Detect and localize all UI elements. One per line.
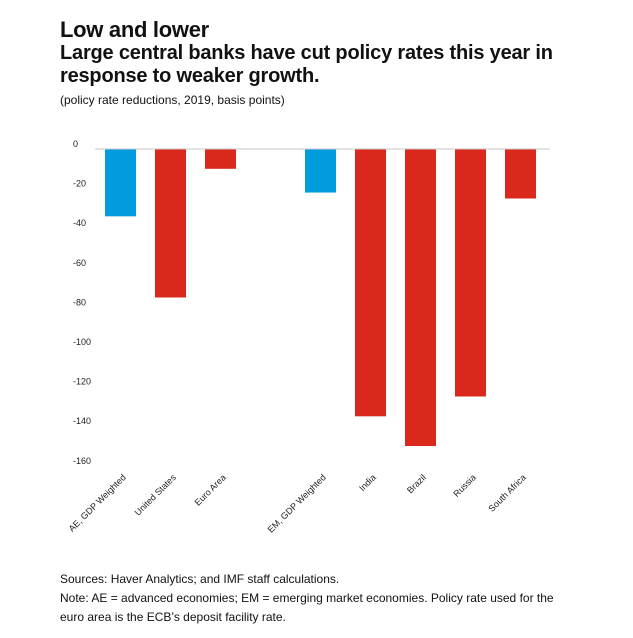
x-tick-label: United States [133,472,179,518]
bar [155,149,186,298]
x-tick-label: India [357,472,378,493]
chart-subtitle: Large central banks have cut policy rate… [60,42,553,87]
chart-footer: Sources: Haver Analytics; and IMF staff … [60,570,570,627]
x-axis: AE, GDP Weighted United States Euro Area EM… [67,472,528,535]
y-tick-label: -60 [73,258,86,268]
y-tick-label: -140 [73,416,91,426]
bar [105,149,136,217]
y-tick-label: -100 [73,337,91,347]
y-axis: 0 -20 -40 -60 -80 -100 -120 -140 -160 [73,139,91,466]
y-tick-label: -40 [73,218,86,228]
y-tick-label: 0 [73,139,78,149]
y-tick-label: -80 [73,297,86,307]
bar [355,149,386,417]
bar [505,149,536,199]
explanatory-note: Note: AE = advanced economies; EM = emer… [60,591,554,624]
bar [205,149,236,169]
y-tick-label: -120 [73,377,91,387]
x-tick-label: Brazil [405,472,428,495]
x-tick-label: AE, GDP Weighted [67,472,128,533]
x-tick-label: EM, GDP Weighted [266,472,328,534]
x-tick-label: Russia [451,472,478,499]
sources-note: Sources: Haver Analytics; and IMF staff … [60,572,340,586]
x-tick-label: Euro Area [193,472,228,507]
bar [455,149,486,397]
bar [405,149,436,446]
y-tick-label: -20 [73,179,86,189]
y-tick-label: -160 [73,456,91,466]
chart-title: Low and lower [60,17,209,42]
bar [305,149,336,193]
bars [105,149,536,446]
chart-units: (policy rate reductions, 2019, basis poi… [60,93,285,107]
bar-chart: 0 -20 -40 -60 -80 -100 -120 -140 -160 AE, GDP We… [67,139,550,535]
x-tick-label: South Africa [487,472,528,513]
